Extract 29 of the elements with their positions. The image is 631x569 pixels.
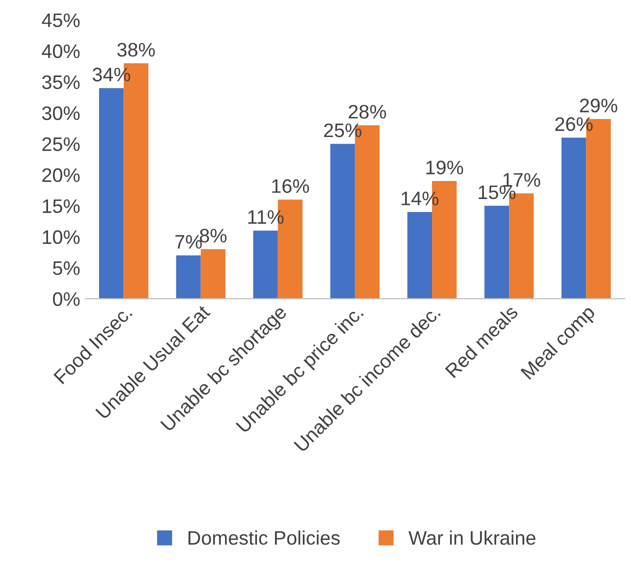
y-tick-label: 0% bbox=[52, 292, 80, 306]
bar bbox=[99, 88, 124, 299]
bar bbox=[561, 138, 586, 299]
legend-label: Domestic Policies bbox=[188, 530, 340, 545]
bar bbox=[484, 206, 510, 299]
bar bbox=[253, 230, 278, 299]
data-label: 38% bbox=[117, 42, 155, 57]
data-label: 29% bbox=[580, 98, 618, 112]
data-label: 28% bbox=[348, 104, 386, 119]
y-tick-label: 35% bbox=[42, 75, 80, 90]
y-tick-label: 15% bbox=[42, 199, 80, 214]
data-label: 19% bbox=[426, 160, 464, 174]
data-label: 16% bbox=[272, 179, 309, 193]
y-tick-label: 25% bbox=[42, 137, 80, 152]
data-label: 8% bbox=[200, 228, 226, 243]
y-tick-label: 30% bbox=[42, 106, 80, 120]
bar bbox=[330, 144, 355, 299]
bar bbox=[176, 255, 201, 299]
y-tick-label: 20% bbox=[42, 168, 80, 182]
data-label: 15% bbox=[478, 185, 516, 200]
y-tick-label: 5% bbox=[53, 261, 80, 275]
data-label: 17% bbox=[503, 173, 540, 187]
y-tick-label: 40% bbox=[42, 44, 80, 58]
bar bbox=[407, 212, 432, 299]
bar bbox=[200, 249, 226, 299]
data-label: 7% bbox=[175, 235, 202, 249]
y-tick-label: 10% bbox=[42, 230, 80, 244]
legend-label: War in Ukraine bbox=[408, 530, 536, 545]
y-tick-label: 45% bbox=[42, 13, 80, 28]
